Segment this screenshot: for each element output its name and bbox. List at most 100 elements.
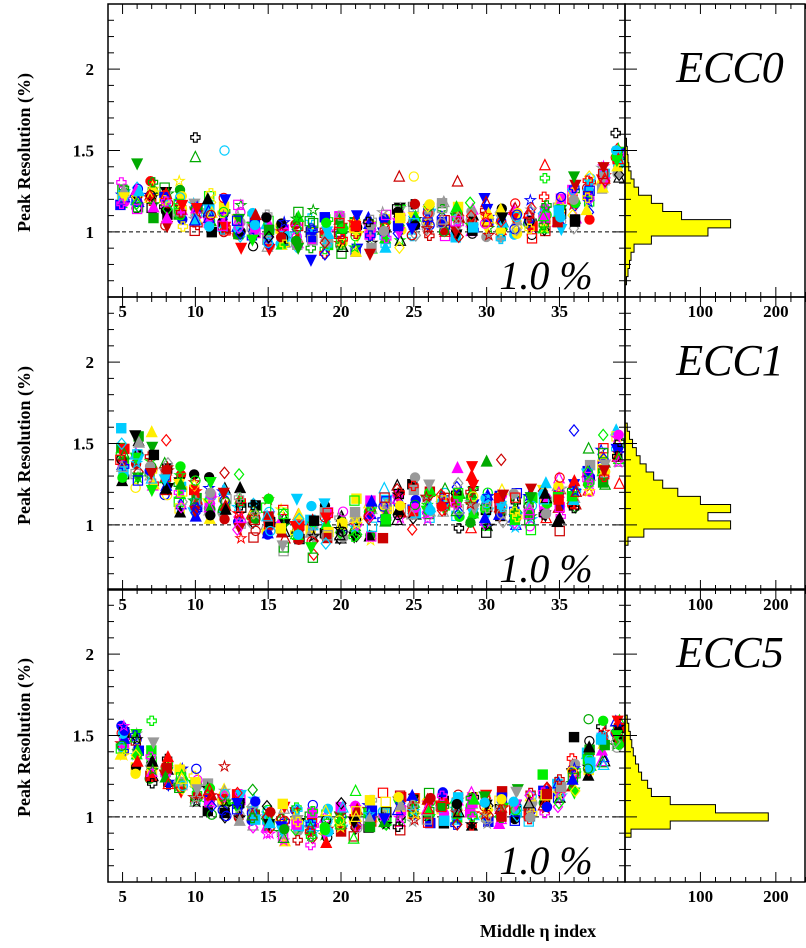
data-point [613, 168, 625, 182]
data-point [205, 188, 217, 199]
data-point [131, 203, 143, 215]
y-tick-label: 2 [86, 353, 95, 372]
data-point [421, 814, 433, 825]
data-point [524, 483, 538, 496]
data-point [116, 423, 127, 434]
data-point [377, 787, 389, 799]
data-point [408, 171, 420, 182]
data-point [538, 220, 550, 231]
data-point [292, 816, 304, 828]
data-point [175, 461, 186, 472]
data-point [306, 500, 317, 512]
x-tick-label: 35 [551, 302, 568, 321]
data-point [524, 492, 537, 505]
data-point [335, 796, 347, 810]
x-tick-label: 10 [187, 887, 204, 906]
data-point [568, 731, 580, 743]
data-point [147, 778, 158, 789]
data-point [132, 435, 146, 448]
data-point [496, 501, 508, 513]
data-point [539, 173, 551, 184]
data-point [219, 145, 230, 156]
data-point [307, 529, 321, 542]
data-point [366, 521, 378, 532]
data-point [129, 430, 142, 443]
data-point [598, 477, 612, 490]
data-point [132, 202, 144, 213]
data-point [158, 474, 171, 487]
data-point [173, 487, 185, 498]
data-point [452, 805, 465, 818]
data-point [130, 768, 141, 779]
data-point [511, 223, 522, 237]
data-point [613, 476, 626, 489]
data-point [350, 220, 362, 232]
data-point [277, 215, 291, 228]
data-point [250, 796, 261, 807]
data-point [510, 786, 523, 799]
data-point [118, 447, 131, 460]
data-point [219, 513, 230, 525]
data-point [537, 769, 548, 780]
data-point [334, 815, 345, 826]
data-point [188, 213, 201, 226]
data-point [465, 209, 477, 223]
data-point [231, 215, 243, 226]
data-point [131, 197, 143, 211]
data-point [335, 826, 347, 837]
data-point [176, 199, 189, 213]
data-point [115, 459, 128, 472]
data-point [378, 813, 391, 826]
data-point [523, 508, 534, 520]
data-point [451, 817, 463, 831]
data-point [263, 224, 275, 236]
x-tick-label: 15 [260, 887, 277, 906]
scatter-points [114, 127, 626, 267]
y-tick-label: 2 [86, 60, 95, 79]
data-point [406, 799, 419, 812]
histogram-tick-label: 200 [763, 887, 789, 906]
data-point [246, 808, 259, 821]
data-point [582, 471, 593, 483]
data-point [599, 459, 612, 472]
data-point [202, 788, 214, 802]
data-point [190, 475, 201, 486]
data-point [508, 488, 519, 499]
data-point [265, 806, 276, 818]
data-point [467, 811, 478, 822]
data-point [554, 472, 565, 483]
x-tick-label: 5 [118, 595, 127, 614]
data-point [349, 495, 360, 506]
data-point [146, 441, 159, 454]
data-point [496, 212, 509, 225]
data-point [509, 815, 521, 826]
x-tick-label: 35 [551, 595, 568, 614]
data-point [453, 230, 465, 244]
data-point [496, 793, 507, 805]
data-point [219, 502, 232, 515]
data-point [147, 177, 159, 188]
data-point [119, 725, 130, 736]
data-point [347, 240, 362, 254]
y-tick-label: 1 [86, 808, 95, 827]
data-point [392, 509, 404, 521]
data-point [236, 502, 247, 513]
data-point [147, 737, 160, 750]
data-point [597, 757, 610, 771]
data-point [420, 221, 434, 235]
data-point [365, 494, 378, 507]
data-point [497, 515, 509, 529]
data-point [464, 196, 476, 210]
panel-label: ECC5 [675, 628, 784, 677]
x-tick-label: 10 [187, 302, 204, 321]
data-point [293, 529, 304, 540]
reference-label: 1.0 % [499, 838, 592, 883]
data-point [262, 237, 274, 249]
data-point [419, 490, 434, 503]
data-point [478, 511, 491, 524]
data-point [436, 501, 447, 512]
data-point [610, 127, 621, 139]
data-point [291, 802, 302, 813]
data-point [351, 806, 362, 817]
